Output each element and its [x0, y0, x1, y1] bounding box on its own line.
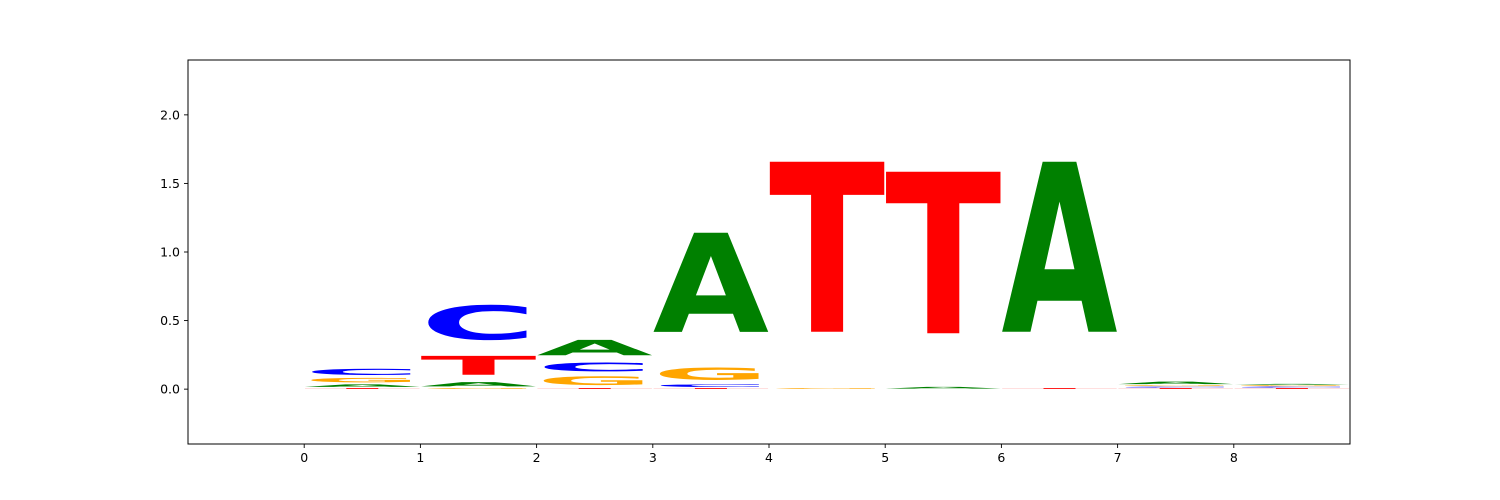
x-tick-label: 6: [997, 450, 1005, 465]
logo-letter-g: G: [1118, 385, 1234, 386]
logo-letter-a: A: [1234, 384, 1350, 385]
x-axis: 0 1 2 3 4 5 6 7 8: [300, 444, 1238, 465]
logo-letter-t: T: [420, 351, 536, 381]
x-tick-label: 8: [1230, 450, 1238, 465]
logo-letter-g: G: [653, 364, 769, 383]
logo-letter-g: G: [769, 388, 885, 389]
x-tick-label: 5: [881, 450, 889, 465]
logo-letter-t: T: [769, 116, 885, 388]
logo-letter-g: G: [1234, 385, 1350, 386]
y-tick-label: 2.0: [160, 107, 180, 122]
logo-letter-t: T: [1234, 388, 1350, 389]
logo-letter-t: T: [537, 388, 653, 389]
y-tick-label: 0.5: [160, 313, 180, 328]
logo-letter-t: T: [1118, 388, 1234, 389]
y-tick-label: 1.0: [160, 245, 180, 260]
logo-letter-a: A: [537, 336, 653, 360]
y-tick-label: 1.5: [160, 176, 180, 191]
logo-letter-g: G: [420, 388, 536, 389]
logo-letter-c: C: [420, 296, 536, 351]
logo-letter-a: A: [1118, 381, 1234, 385]
x-tick-label: 1: [416, 450, 424, 465]
x-tick-label: 7: [1114, 450, 1122, 465]
x-tick-marks: [303, 444, 1235, 448]
logo-letter-a: A: [1001, 117, 1117, 388]
logo-letter-c: C: [1234, 386, 1350, 387]
y-tick-labels: 0.0 0.5 1.0 1.5 2.0: [160, 107, 180, 396]
logo-letter-g: G: [304, 377, 420, 384]
x-tick-label: 0: [300, 450, 308, 465]
logo-letter-c: C: [653, 384, 769, 388]
logo-letter-t: T: [885, 128, 1001, 386]
logo-letter-c: C: [1118, 386, 1234, 387]
x-tick-labels: 0 1 2 3 4 5 6 7 8: [300, 450, 1238, 465]
logo-letter-a: A: [304, 384, 420, 388]
y-axis: 0.0 0.5 1.0 1.5 2.0: [160, 107, 188, 397]
x-tick-label: 3: [649, 450, 657, 465]
logo-letter-a: A: [420, 381, 536, 388]
logo-letter-c: C: [304, 367, 420, 377]
x-tick-label: 2: [533, 450, 541, 465]
x-tick-label: 4: [765, 450, 773, 465]
logo-letter-a: A: [885, 386, 1001, 389]
logo-letter-c: C: [537, 360, 653, 374]
logo-letter-t: T: [304, 388, 420, 389]
y-tick-marks: [184, 114, 188, 390]
logo-letter-t: T: [1001, 388, 1117, 389]
y-tick-label: 0.0: [160, 382, 180, 397]
logo-letter-a: A: [653, 206, 769, 365]
logo-letter-t: T: [653, 388, 769, 389]
logo-letter-g: G: [537, 374, 653, 388]
